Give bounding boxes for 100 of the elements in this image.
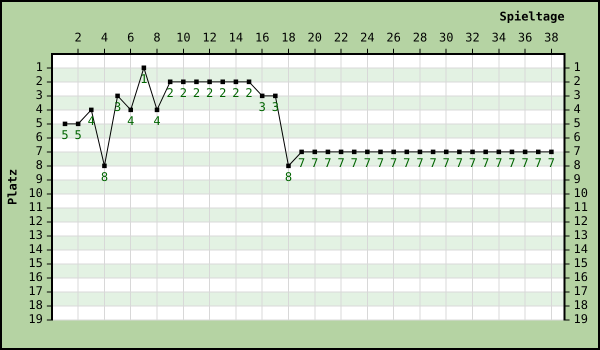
y2-tick-label: 2 [574,74,581,88]
data-label: 2 [219,86,226,100]
y-tick-label: 5 [36,116,43,130]
y2-tick-label: 12 [574,214,588,228]
y-tick-label: 15 [28,256,43,270]
x-tick-label: 26 [386,30,401,45]
point [142,66,146,70]
data-label: 3 [258,100,266,114]
y-tick-label: 7 [36,144,43,158]
y2-tick-label: 9 [574,172,581,186]
x-tick-label: 14 [228,30,244,45]
data-label: 7 [548,156,556,170]
x-tick-label: 30 [439,30,454,45]
x-tick-label: 16 [254,30,270,45]
point [378,150,383,154]
y2-tick-label: 18 [574,298,588,312]
point [260,94,264,98]
data-label: 2 [232,86,240,100]
x-axis-title: Spieltage [500,9,565,24]
data-label: 2 [166,86,174,100]
point [115,94,120,98]
y2-tick-label: 14 [574,242,588,256]
x-tick-label: 22 [334,30,348,45]
point [418,150,422,154]
y-tick-label: 13 [28,228,43,242]
y2-tick-label: 17 [574,284,588,298]
point [102,164,107,168]
x-tick-label: 12 [202,30,217,45]
point [470,150,475,154]
y-axis-title: Platz [5,168,20,205]
point [128,108,133,112]
point [352,150,356,154]
point [404,150,410,154]
point [536,150,541,154]
data-label: 7 [416,156,424,170]
y-tick-label: 19 [28,312,43,326]
data-label: 5 [61,128,69,142]
x-tick-label: 32 [465,30,480,45]
x-tick-label: 34 [492,30,506,45]
point [430,150,436,154]
point [62,122,68,126]
x-tick-label: 28 [412,30,428,45]
point [483,150,488,154]
data-label: 7 [376,156,384,170]
data-label: 7 [324,156,332,170]
data-label: 7 [495,156,502,170]
y-tick-label: 4 [36,102,43,116]
y2-tick-label: 15 [574,256,588,270]
data-label: 7 [429,156,437,170]
data-label: 8 [284,170,292,184]
y-tick-label: 2 [36,74,43,88]
x-tick-label: 8 [153,30,161,45]
x-tick-label: 24 [360,30,375,45]
point [89,108,94,112]
y-tick-label: 12 [28,214,43,228]
data-label: 8 [100,170,108,184]
y-tick-label: 10 [28,186,43,200]
point [168,80,172,84]
x-tick-label: 2 [74,30,82,45]
x-tick-label: 10 [176,30,191,45]
point [246,80,252,84]
data-label: 7 [468,156,476,170]
data-label: 5 [74,128,82,142]
y2-tick-label: 13 [574,228,588,242]
y2-tick-label: 8 [574,158,581,172]
x-tick-label: 20 [308,30,322,45]
y-tick-label: 17 [28,284,43,298]
y-tick-label: 1 [36,60,43,74]
point [338,150,344,154]
y2-tick-label: 19 [574,312,588,326]
point [365,150,370,154]
y2-tick-label: 4 [574,102,581,116]
point [326,150,330,154]
y2-tick-label: 16 [574,270,588,284]
data-label: 1 [140,72,148,86]
point [496,150,502,154]
data-label: 7 [442,156,450,170]
point [286,164,291,168]
point [273,94,278,98]
x-tick-label: 6 [127,30,134,45]
y-tick-label: 14 [28,242,43,256]
y-tick-label: 16 [28,270,43,284]
y-tick-label: 9 [36,172,43,186]
x-tick-label: 38 [544,30,559,45]
y-tick-label: 6 [36,130,43,144]
x-tick-label: 36 [518,30,532,45]
point [444,150,449,154]
data-label: 7 [534,156,542,170]
y2-tick-label: 10 [574,186,588,200]
data-label: 7 [456,156,463,170]
point [457,150,462,154]
data-label: 7 [482,156,490,170]
data-label: 7 [364,156,371,170]
point [549,150,554,154]
y2-tick-label: 3 [574,88,581,102]
data-label: 4 [127,114,134,128]
data-label: 7 [298,156,306,170]
y2-tick-label: 11 [574,200,588,214]
data-label: 7 [403,156,410,170]
x-tick-label: 18 [281,30,296,45]
